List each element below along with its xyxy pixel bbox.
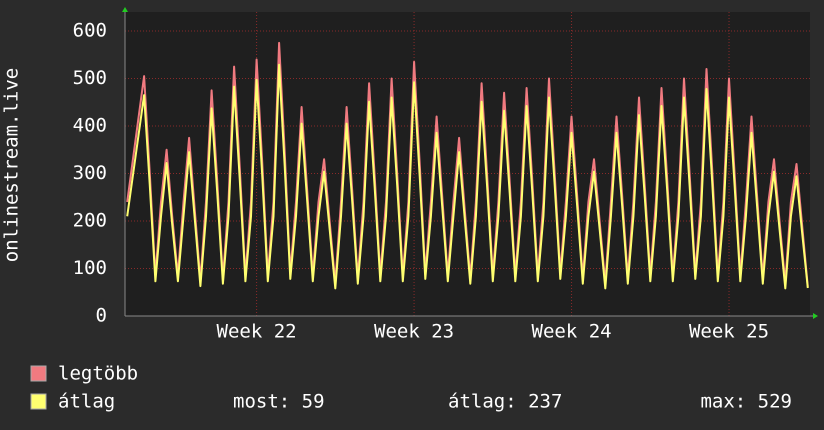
legend-stat: max: 529 [700,391,792,413]
legend-swatch [30,365,47,382]
axis-arrow [813,313,818,319]
legend-label: átlag [58,391,115,413]
y-axis-label: onlinestream.live [1,68,23,262]
series-line [126,63,809,290]
axis-arrow [122,7,128,12]
x-tick-label: Week 24 [532,321,612,343]
x-tick-label: Week 22 [217,321,297,343]
legend-stat: átlag: 237 [448,391,562,413]
y-tick-label: 0 [96,305,107,327]
x-tick-label: Week 25 [689,321,769,343]
x-tick-label: Week 23 [374,321,454,343]
y-tick-label: 500 [73,67,107,89]
legend-stat: most: 59 [233,391,325,413]
y-tick-label: 200 [73,210,107,232]
y-tick-label: 400 [73,115,107,137]
plot-area [125,12,810,316]
y-tick-label: 100 [73,257,107,279]
legend-label: legtöbb [58,363,138,385]
y-tick-label: 300 [73,162,107,184]
y-tick-label: 600 [73,20,107,42]
legend-swatch [30,393,47,410]
